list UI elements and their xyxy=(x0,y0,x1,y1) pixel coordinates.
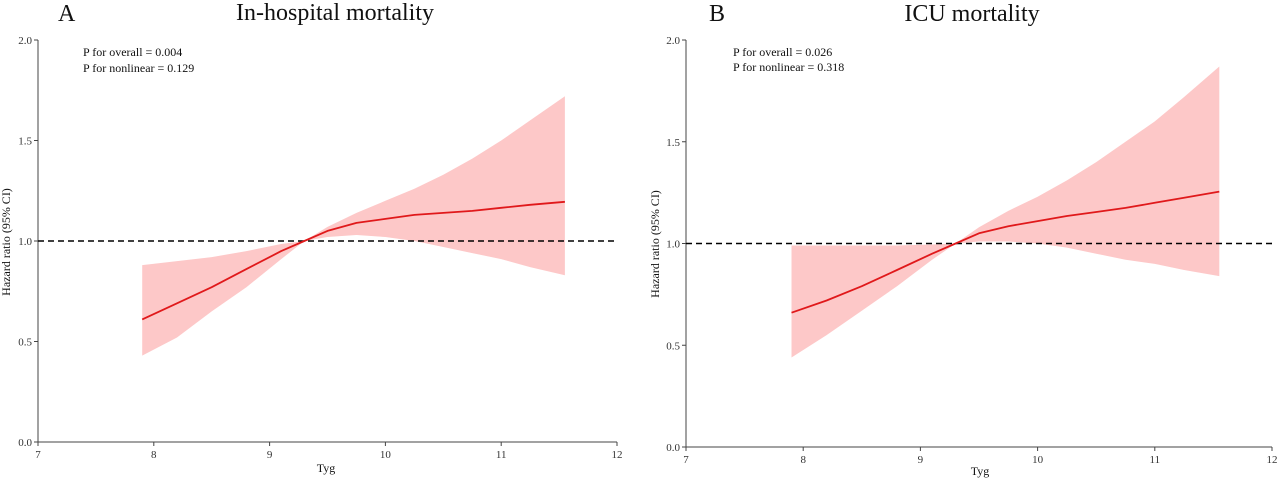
chart-panel-a: 0.0 0.5 1.0 1.5 2.0 7 8 9 10 11 12 A In-hospital mor… xyxy=(0,0,623,475)
x-tick-label-a: 10 xyxy=(380,449,392,461)
y-tick-label-a: 0.0 xyxy=(18,437,32,449)
x-tick-label-a: 8 xyxy=(151,449,157,461)
p-overall-a: P for overall = 0.004 xyxy=(83,45,182,59)
chart-b-svg: 0.0 0.5 1.0 1.5 2.0 7 8 9 10 11 12 B ICU mortality P … xyxy=(648,1,1278,478)
x-tick-label-b: 7 xyxy=(683,454,689,466)
chart-a-svg: 0.0 0.5 1.0 1.5 2.0 7 8 9 10 11 12 A In-hospital mor… xyxy=(0,0,623,475)
confidence-band-a xyxy=(142,96,565,356)
x-tick-label-b: 12 xyxy=(1267,454,1278,466)
x-tick-label-a: 11 xyxy=(496,449,507,461)
x-axis-title-a: Tyg xyxy=(317,461,336,475)
confidence-band-b xyxy=(791,66,1220,358)
p-nonlinear-a: P for nonlinear = 0.129 xyxy=(83,61,194,75)
y-tick-label-b: 2.0 xyxy=(666,35,680,47)
hazard-ratio-line-b xyxy=(791,190,1220,314)
p-nonlinear-b: P for nonlinear = 0.318 xyxy=(733,60,844,74)
y-tick-label-a: 2.0 xyxy=(18,35,32,47)
chart-panel-b: 0.0 0.5 1.0 1.5 2.0 7 8 9 10 11 12 B ICU mortality P … xyxy=(645,0,1280,479)
hazard-ratio-line-a xyxy=(141,200,565,321)
y-tick-label-b: 0.0 xyxy=(666,442,680,454)
y-tick-label-b: 0.5 xyxy=(666,340,680,352)
x-tick-label-a: 9 xyxy=(267,449,273,461)
y-tick-label-a: 1.5 xyxy=(18,136,32,148)
x-tick-label-b: 8 xyxy=(800,454,806,466)
y-tick-label-a: 1.0 xyxy=(18,236,32,248)
x-tick-label-b: 10 xyxy=(1032,454,1044,466)
chart-title-b: ICU mortality xyxy=(904,1,1039,27)
y-tick-label-b: 1.5 xyxy=(666,137,680,149)
y-axis-title-a: Hazard ratio (95% CI) xyxy=(0,188,13,296)
x-tick-label-a: 7 xyxy=(35,449,41,461)
panel-label-a: A xyxy=(58,1,76,27)
x-axis-title-b: Tyg xyxy=(971,464,990,478)
x-tick-label-b: 11 xyxy=(1150,454,1161,466)
panel-label-b: B xyxy=(709,1,725,27)
y-tick-label-b: 1.0 xyxy=(666,239,680,251)
x-tick-label-b: 9 xyxy=(918,454,924,466)
x-tick-label-a: 12 xyxy=(612,449,623,461)
y-tick-label-a: 0.5 xyxy=(18,337,32,349)
y-axis-title-b: Hazard ratio (95% CI) xyxy=(648,190,662,298)
p-overall-b: P for overall = 0.026 xyxy=(733,45,832,59)
chart-title-a: In-hospital mortality xyxy=(236,0,434,26)
